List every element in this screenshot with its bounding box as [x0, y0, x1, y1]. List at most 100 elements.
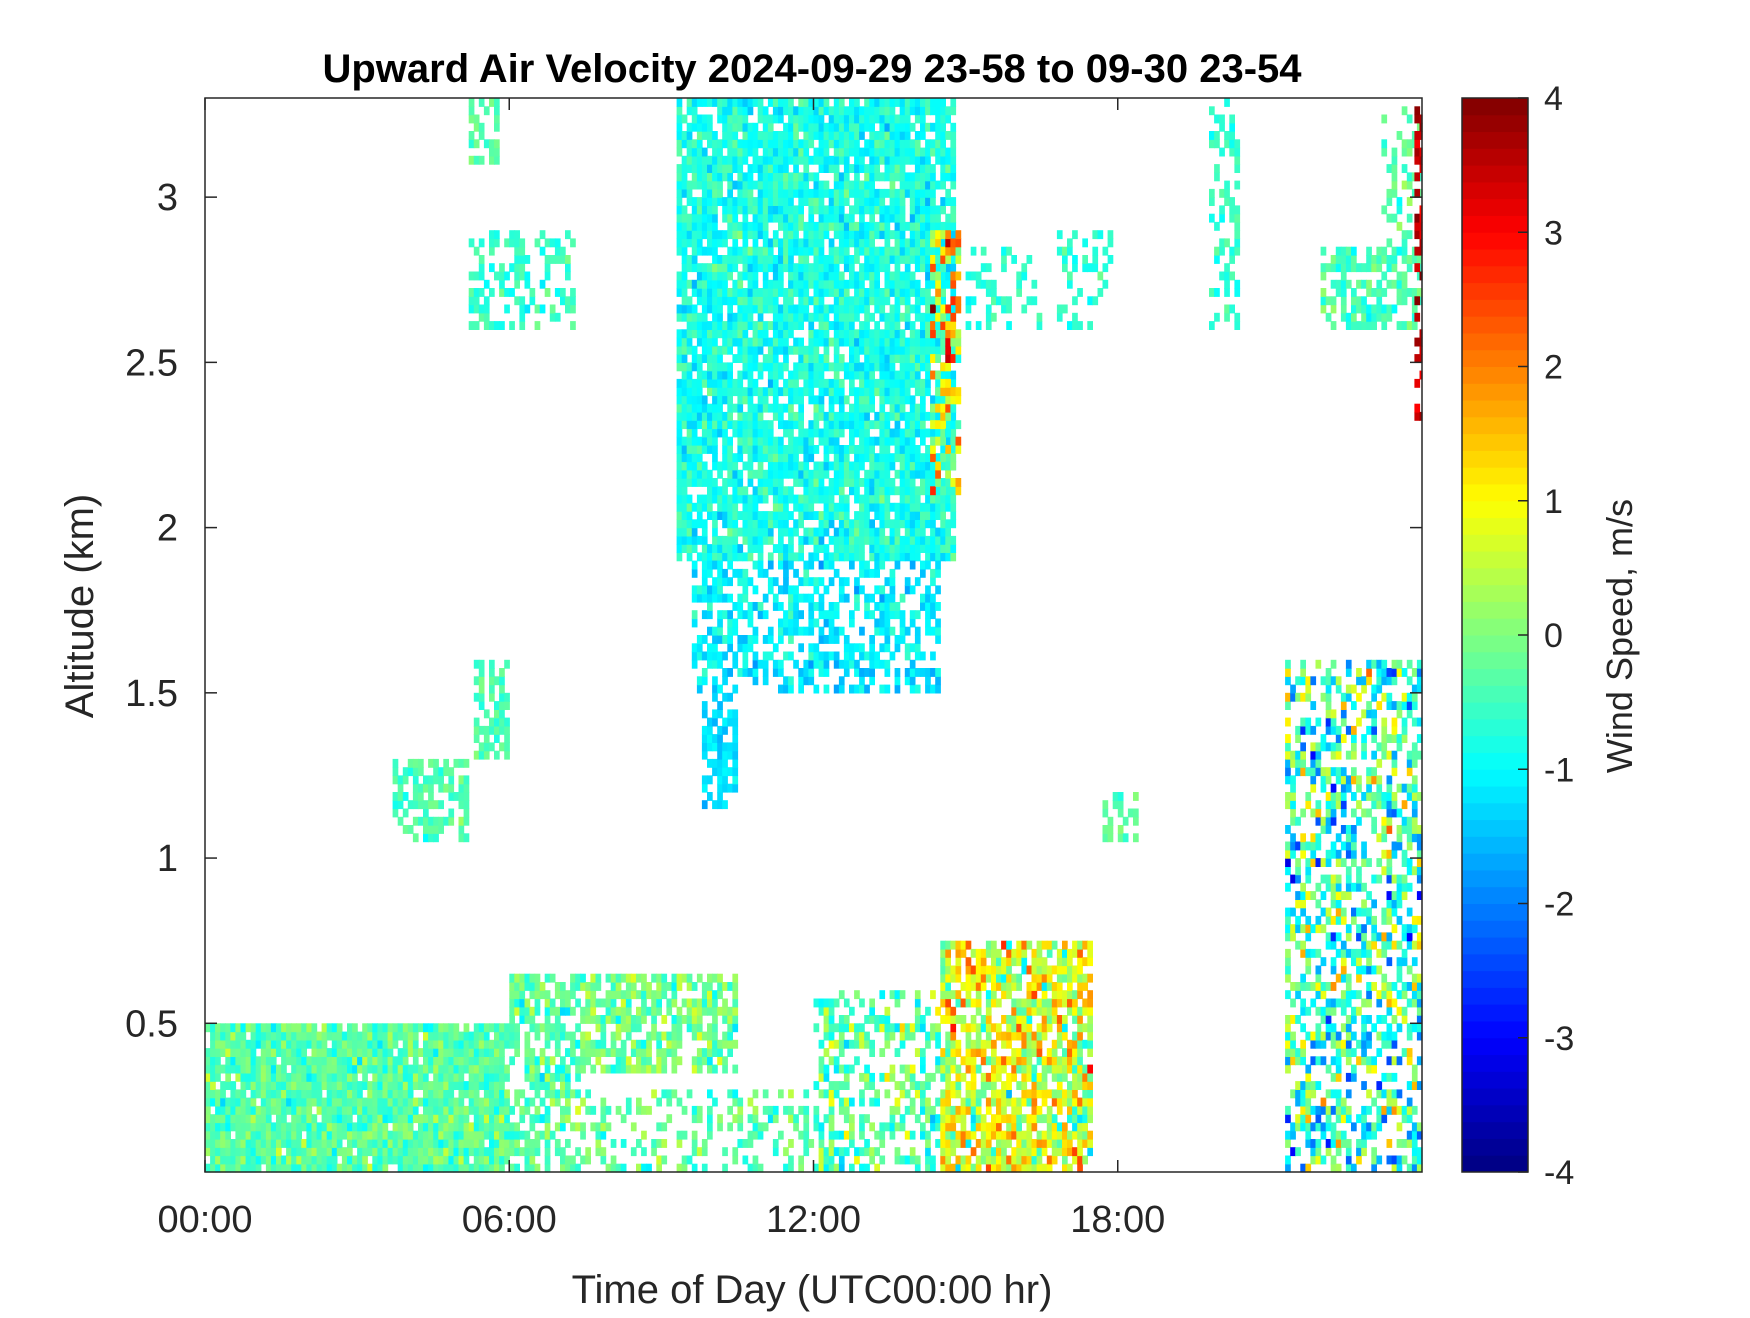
heatmap-cell — [494, 1023, 500, 1033]
heatmap-cell — [732, 420, 739, 430]
heatmap-cell — [727, 205, 733, 215]
heatmap-cell — [362, 1097, 368, 1107]
heatmap-cell — [1031, 1105, 1038, 1115]
heatmap-cell — [1366, 783, 1372, 793]
heatmap-cell — [1330, 882, 1337, 892]
heatmap-cell — [996, 948, 1002, 958]
heatmap-cell — [524, 1155, 531, 1165]
heatmap-cell — [1300, 973, 1306, 983]
heatmap-cell — [965, 1130, 972, 1140]
heatmap-cell — [732, 312, 739, 322]
heatmap-cell — [752, 354, 759, 363]
heatmap-cell — [742, 147, 749, 157]
heatmap-cell — [630, 982, 637, 991]
heatmap-cell — [407, 1122, 414, 1132]
heatmap-cell — [757, 337, 764, 347]
heatmap-cell — [1305, 982, 1312, 991]
heatmap-cell — [316, 1064, 323, 1074]
heatmap-cell — [1082, 1130, 1088, 1140]
heatmap-cell — [828, 1031, 835, 1041]
heatmap-cell — [701, 312, 708, 322]
heatmap-cell — [1285, 932, 1291, 942]
heatmap-cell — [1051, 1015, 1058, 1024]
heatmap-cell — [1335, 833, 1342, 843]
heatmap-cell — [1340, 915, 1347, 925]
heatmap-cell — [433, 1072, 439, 1082]
heatmap-cell — [798, 155, 804, 165]
heatmap-cell — [965, 1056, 972, 1066]
heatmap-cell — [1325, 725, 1332, 735]
heatmap-cell — [565, 1064, 571, 1074]
heatmap-cell — [686, 511, 693, 520]
heatmap-cell — [306, 1139, 313, 1148]
heatmap-cell — [1041, 1147, 1048, 1157]
heatmap-cell — [783, 98, 789, 107]
heatmap-cell — [752, 420, 759, 430]
heatmap-cell — [823, 494, 830, 504]
heatmap-cell — [828, 122, 835, 132]
heatmap-cell — [565, 1097, 571, 1107]
heatmap-cell — [1077, 965, 1083, 975]
heatmap-cell — [423, 1155, 429, 1165]
heatmap-cell — [707, 1031, 713, 1041]
heatmap-cell — [534, 1163, 541, 1173]
heatmap-cell — [767, 478, 774, 487]
heatmap-cell — [296, 1147, 302, 1157]
heatmap-cell — [798, 188, 804, 198]
heatmap-cell — [833, 172, 840, 182]
heatmap-cell — [321, 1114, 328, 1124]
heatmap-cell — [985, 1031, 992, 1041]
heatmap-cell — [1041, 990, 1048, 1000]
heatmap-cell — [991, 1056, 997, 1066]
heatmap-cell — [818, 1130, 825, 1140]
heatmap-cell — [377, 1114, 384, 1124]
heatmap-cell — [778, 147, 784, 157]
heatmap-cell — [560, 1064, 566, 1074]
heatmap-cell — [752, 535, 759, 545]
heatmap-cell — [433, 1097, 439, 1107]
heatmap-cell — [1381, 940, 1388, 950]
heatmap-cell — [1290, 1039, 1296, 1049]
heatmap-cell — [1361, 1031, 1367, 1041]
heatmap-cell — [514, 1089, 520, 1099]
heatmap-cell — [372, 1072, 378, 1082]
heatmap-cell — [793, 147, 799, 157]
heatmap-cell — [483, 1155, 490, 1165]
heatmap-cell — [656, 1064, 662, 1074]
heatmap-cell — [397, 1147, 404, 1157]
heatmap-cell — [833, 395, 840, 405]
heatmap-cell — [828, 494, 835, 504]
heatmap-cell — [341, 1072, 348, 1082]
heatmap-cell — [980, 1147, 987, 1157]
heatmap-cell — [265, 1163, 272, 1173]
heatmap-cell — [737, 221, 744, 231]
heatmap-cell — [580, 1064, 586, 1074]
heatmap-cell — [813, 106, 820, 116]
heatmap-cell — [570, 1048, 576, 1057]
heatmap-cell — [1051, 1006, 1058, 1016]
heatmap-cell — [1376, 792, 1383, 801]
heatmap-cell — [1315, 1081, 1322, 1090]
heatmap-cell — [1290, 1048, 1296, 1057]
heatmap-cell — [727, 345, 733, 355]
heatmap-cell — [676, 238, 683, 248]
heatmap-cell — [737, 172, 744, 182]
heatmap-cell — [732, 288, 739, 297]
heatmap-cell — [1411, 800, 1418, 810]
heatmap-cell — [991, 1072, 997, 1082]
heatmap-cell — [230, 1039, 237, 1049]
heatmap-cell — [483, 1105, 490, 1115]
heatmap-cell — [463, 1163, 470, 1173]
heatmap-cell — [955, 965, 962, 975]
heatmap-cell — [762, 436, 769, 446]
heatmap-cell — [1062, 1139, 1068, 1148]
heatmap-cell — [1046, 1114, 1053, 1124]
heatmap-cell — [803, 304, 810, 314]
heatmap-cell — [935, 1031, 941, 1041]
heatmap-cell — [701, 544, 708, 553]
heatmap-cell — [793, 180, 799, 190]
heatmap-cell — [1021, 965, 1028, 975]
heatmap-cell — [767, 1105, 774, 1115]
heatmap-cell — [260, 1039, 267, 1049]
heatmap-cell — [717, 395, 723, 405]
